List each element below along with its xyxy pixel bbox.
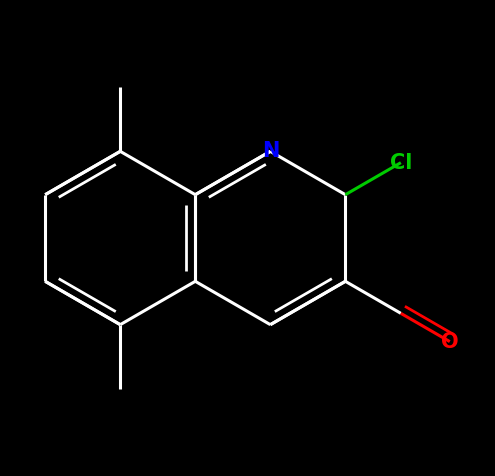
- Text: N: N: [262, 141, 279, 161]
- Text: Cl: Cl: [390, 153, 412, 173]
- Text: O: O: [441, 332, 458, 352]
